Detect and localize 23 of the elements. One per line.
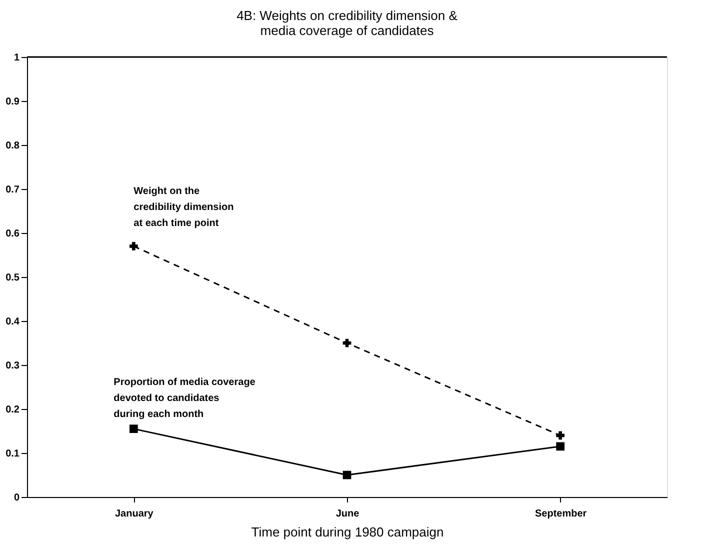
point	[556, 431, 565, 440]
x-axis-title: Time point during 1980 campaign	[251, 524, 444, 540]
x-tick-label: September	[534, 508, 587, 520]
x-tick-label: January	[114, 508, 154, 520]
y-tick-label: 0.2	[6, 404, 20, 416]
point	[129, 242, 138, 250]
chart-title: 4B: Weights on credibility dimension & media coverage of candidates	[236, 8, 458, 38]
y-tick-label: 0.9	[6, 96, 20, 108]
y-tick-label: 0.8	[6, 140, 20, 152]
point	[342, 470, 352, 480]
series-label: Weight on the credibility dimension at each time point	[134, 186, 234, 230]
y-tick-label: 0.5	[6, 272, 20, 284]
y-tick-label: 0.1	[6, 448, 20, 460]
x-tick-label: June	[336, 508, 360, 520]
y-tick-label: 0.7	[6, 184, 20, 196]
y-tick-label: 0.6	[6, 228, 20, 240]
y-tick-label: 0.4	[6, 316, 20, 328]
y-tick-label: 0.3	[6, 360, 20, 372]
series-label: Proportion of media coverage devoted to candidates during each month	[114, 376, 256, 420]
y-tick-label: 1	[14, 52, 20, 64]
point	[129, 424, 138, 433]
y-tick-label: 0	[14, 492, 20, 504]
point	[556, 442, 565, 451]
